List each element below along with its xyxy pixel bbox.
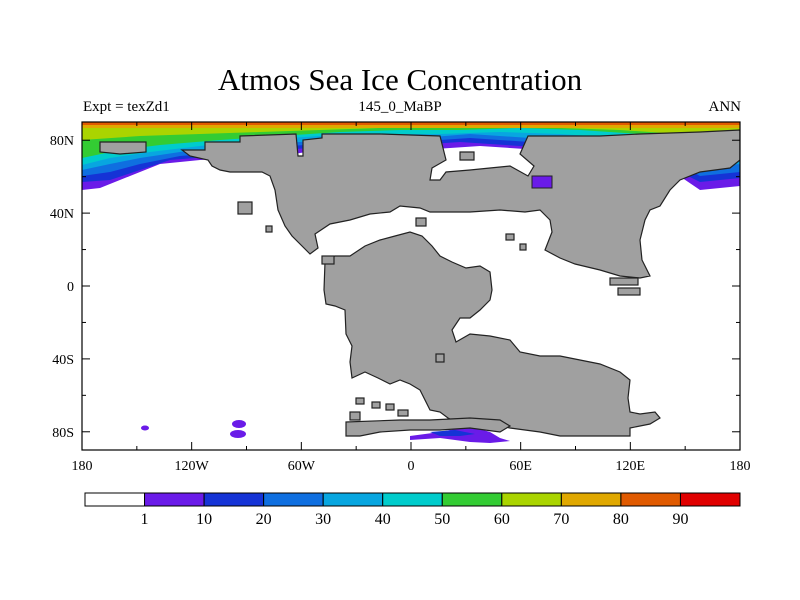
map-content (82, 122, 740, 443)
colorbar-label: 20 (256, 511, 272, 528)
colorbar-label: 10 (196, 511, 212, 528)
land-island-12 (385, 403, 395, 411)
land-gondwana (323, 231, 661, 437)
land-island-3 (415, 217, 427, 227)
land-greenland-arctic (99, 141, 147, 155)
land-island-11 (371, 401, 381, 409)
x-axis-labels: 180 120W 60W 0 60E 120E 180 (72, 459, 751, 474)
ice-patch-south-2 (430, 430, 475, 436)
land-north-america (180, 129, 740, 279)
land-island-6 (609, 277, 639, 286)
land-antarctica-strip (345, 417, 512, 437)
colorbar-swatch (203, 492, 265, 507)
land-masses (99, 129, 740, 437)
colorbar-label: 60 (494, 511, 510, 528)
ice-patch-south-3 (232, 420, 246, 428)
antarctic-sea-ice (141, 420, 510, 443)
land-island-9 (435, 353, 445, 363)
colorbar (84, 492, 741, 507)
axis-ticks (81, 122, 741, 450)
season-label: ANN (708, 99, 742, 115)
colorbar-swatch (263, 492, 324, 507)
y-tick-label: 40N (50, 207, 74, 222)
x-tick-label: 60W (288, 459, 316, 474)
x-tick-label: 0 (408, 459, 415, 474)
land-island-10 (355, 397, 365, 405)
x-tick-label: 60E (509, 459, 532, 474)
colorbar-label: 50 (434, 511, 450, 528)
colorbar-swatch (620, 492, 681, 507)
x-tick-label: 180 (72, 459, 93, 474)
colorbar-swatch (382, 492, 443, 507)
y-tick-label: 40S (52, 353, 74, 368)
ice-pocket-tethys (531, 175, 553, 189)
land-island-4 (505, 233, 515, 241)
land-island-1 (237, 201, 253, 215)
experiment-label: Expt = texZd1 (83, 99, 170, 115)
plot-title: Atmos Sea Ice Concentration (217, 62, 583, 97)
land-island-8 (321, 255, 335, 265)
x-tick-label: 120E (616, 459, 646, 474)
land-island-2 (265, 225, 273, 233)
ice-patch-south-4 (230, 430, 246, 438)
colorbar-label: 90 (672, 511, 688, 528)
colorbar-swatch (322, 492, 384, 507)
x-tick-label: 120W (175, 459, 210, 474)
y-tick-label: 80S (52, 426, 74, 441)
land-island-13 (349, 411, 361, 421)
colorbar-swatch (84, 492, 146, 507)
ice-patch-south-5 (141, 425, 149, 431)
colorbar-label: 1 (141, 511, 149, 528)
colorbar-label: 40 (375, 511, 391, 528)
y-axis-labels: 80N 40N 0 40S 80S (50, 134, 74, 441)
colorbar-label: 70 (553, 511, 569, 528)
x-tick-label: 180 (730, 459, 751, 474)
period-label: 145_0_MaBP (358, 99, 442, 115)
land-island-7 (617, 287, 641, 296)
y-tick-label: 0 (67, 280, 74, 295)
colorbar-swatch (441, 492, 503, 507)
colorbar-label: 30 (315, 511, 331, 528)
colorbar-label: 80 (613, 511, 629, 528)
colorbar-swatch (501, 492, 562, 507)
land-island-5 (519, 243, 527, 251)
land-siberia-islands (459, 151, 475, 161)
colorbar-swatch (679, 492, 741, 507)
land-island-14 (397, 409, 409, 417)
colorbar-swatch (560, 492, 622, 507)
colorbar-swatch (144, 492, 205, 507)
colorbar-labels: 1 10 20 30 40 50 60 70 80 90 (141, 511, 689, 528)
y-tick-label: 80N (50, 134, 74, 149)
